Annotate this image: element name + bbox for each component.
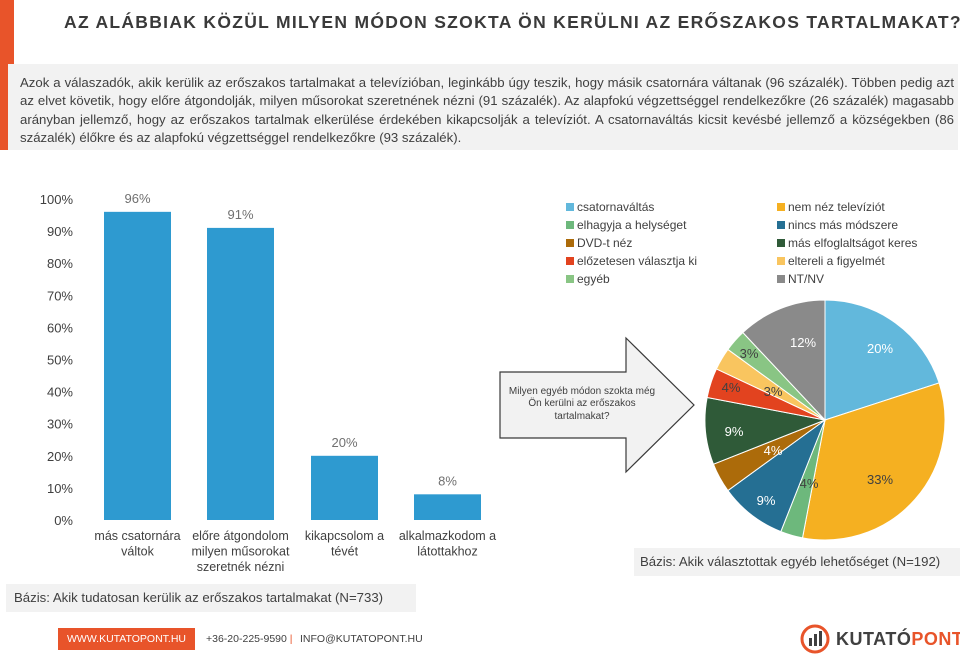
pie-legend: csatornaváltás nem néz televíziót elhagyja… [566, 200, 917, 286]
y-tick-label: 0% [54, 513, 73, 528]
legend-label: más elfoglaltságot keres [788, 236, 917, 250]
footer: WWW.KUTATOPONT.HU +36-20-225-9590 | INFO… [0, 622, 960, 658]
legend-swatch [566, 257, 574, 265]
y-tick-label: 50% [47, 353, 73, 368]
pie-data-label: 4% [764, 443, 783, 458]
legend-label: nem néz televíziót [788, 200, 885, 214]
x-category-label: kikapcsolom a tévét [305, 529, 384, 559]
pie-data-label: 4% [800, 476, 819, 491]
footer-email-link[interactable]: INFO@KUTATOPONT.HU [300, 633, 423, 645]
x-category-label: más csatornára váltok [94, 529, 180, 559]
bar [104, 211, 171, 520]
bar-data-label: 20% [331, 435, 357, 450]
logo-mark-icon [800, 624, 830, 654]
bar-base-note: Bázis: Akik tudatosan kerülik az erőszak… [6, 584, 416, 612]
pie-slice [742, 299, 826, 422]
legend-label: elhagyja a helységet [577, 218, 687, 232]
y-tick-label: 100% [40, 192, 74, 207]
pie-slice [824, 299, 940, 421]
y-tick-label: 90% [47, 224, 73, 239]
y-tick-label: 10% [47, 481, 73, 496]
footer-separator: | [289, 633, 293, 645]
chart-area: 0% 10% 20% 30% 40% 50% 60% 70% 80% 90% 100% 96% más … [40, 191, 946, 574]
y-tick-label: 40% [47, 385, 73, 400]
pie-data-label: 3% [740, 346, 759, 361]
bar [311, 455, 378, 520]
legend-label: DVD-t néz [577, 236, 632, 250]
y-tick-label: 60% [47, 320, 73, 335]
logo-text: KUTATÓPONT [836, 629, 960, 649]
legend-swatch [777, 275, 785, 283]
bar-data-label: 96% [124, 191, 150, 206]
pie-base-note: Bázis: Akik választottak egyéb lehetőség… [634, 548, 960, 576]
kutatopont-logo: KUTATÓPONT [800, 624, 960, 654]
pie-question: Milyen egyéb módon szokta még Ön kerülni… [508, 386, 656, 422]
footer-url-link[interactable]: WWW.KUTATOPONT.HU [58, 628, 195, 650]
pie-data-label: 3% [764, 384, 783, 399]
legend-swatch [566, 275, 574, 283]
legend-swatch [777, 203, 785, 211]
pie-data-label: 4% [722, 380, 741, 395]
y-tick-label: 20% [47, 449, 73, 464]
bar [207, 227, 274, 520]
x-category-label: alkalmazkodom a látottakhoz [399, 529, 496, 559]
footer-phone-number: +36-20-225-9590 [206, 633, 287, 645]
bar-chart: 0% 10% 20% 30% 40% 50% 60% 70% 80% 90% 100% 96% más … [40, 191, 496, 574]
pie-data-label: 20% [867, 341, 893, 356]
big-arrow [499, 336, 695, 474]
legend-swatch [566, 221, 574, 229]
pie-data-label: 12% [790, 335, 816, 350]
y-tick-label: 80% [47, 256, 73, 271]
pie-data-label: 33% [867, 472, 893, 487]
pie-data-label: 9% [757, 493, 776, 508]
pie-chart: 20% 33% 9% 4% 9% 4% 3% 3% 12% 4% [704, 299, 946, 541]
legend-label: eltereli a figyelmét [788, 254, 885, 268]
legend-swatch [566, 203, 574, 211]
legend-swatch [777, 239, 785, 247]
x-category-label: előre átgondolom milyen műsorokat szeretné… [192, 529, 290, 574]
legend-swatch [777, 221, 785, 229]
legend-swatch [566, 239, 574, 247]
pie-slice [801, 382, 946, 541]
legend-label: csatornaváltás [577, 200, 654, 214]
legend-label: NT/NV [788, 272, 824, 286]
legend-label: előzetesen választja ki [577, 254, 697, 268]
legend-label: egyéb [577, 272, 610, 286]
pie-data-label: 9% [725, 424, 744, 439]
legend-swatch [777, 257, 785, 265]
footer-phone: +36-20-225-9590 | [206, 633, 293, 645]
y-tick-label: 30% [47, 417, 73, 432]
bar [414, 494, 481, 520]
bar-data-label: 91% [227, 207, 253, 222]
page-title: AZ ALÁBBIAK KÖZÜL MILYEN MÓDON SZOKTA ÖN… [64, 12, 960, 32]
intro-text: Azok a válaszadók, akik kerülik az erősz… [8, 64, 958, 150]
y-tick-label: 70% [47, 288, 73, 303]
legend-label: nincs más módszere [788, 218, 898, 232]
bar-data-label: 8% [438, 473, 457, 488]
